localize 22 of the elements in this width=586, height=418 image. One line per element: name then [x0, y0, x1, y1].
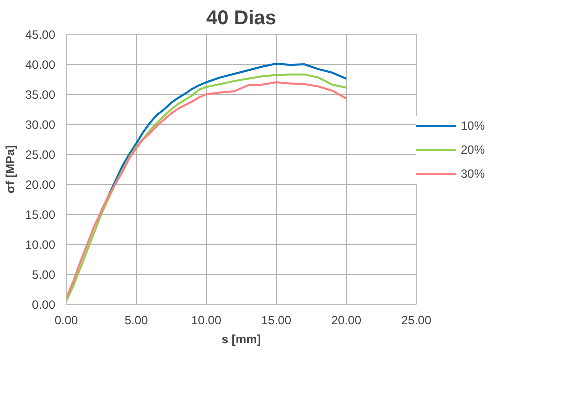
y-tick-label: 15.00	[25, 208, 56, 222]
y-tick-label: 20.00	[25, 178, 56, 192]
y-tick-label: 10.00	[25, 238, 56, 252]
x-tick-label: 5.00	[124, 314, 149, 328]
legend-label: 30%	[461, 167, 486, 181]
x-tick-label: 25.00	[401, 314, 432, 328]
y-tick-label: 5.00	[32, 268, 56, 282]
y-tick-label: 40.00	[25, 58, 56, 72]
legend-label: 10%	[461, 119, 486, 133]
x-axis-title: s [mm]	[222, 332, 262, 346]
y-tick-label: 30.00	[25, 118, 56, 132]
y-tick-label: 35.00	[25, 88, 56, 102]
x-tick-label: 10.00	[191, 314, 222, 328]
x-tick-label: 20.00	[331, 314, 362, 328]
chart-title: 40 Dias	[206, 8, 277, 30]
y-axis-title: σf [MPa]	[3, 145, 18, 194]
x-tick-label: 0.00	[54, 314, 79, 328]
y-tick-label: 0.00	[32, 298, 56, 312]
y-tick-label: 25.00	[25, 148, 56, 162]
x-tick-label: 15.00	[261, 314, 292, 328]
y-tick-label: 45.00	[25, 28, 56, 42]
legend-label: 20%	[461, 143, 486, 157]
